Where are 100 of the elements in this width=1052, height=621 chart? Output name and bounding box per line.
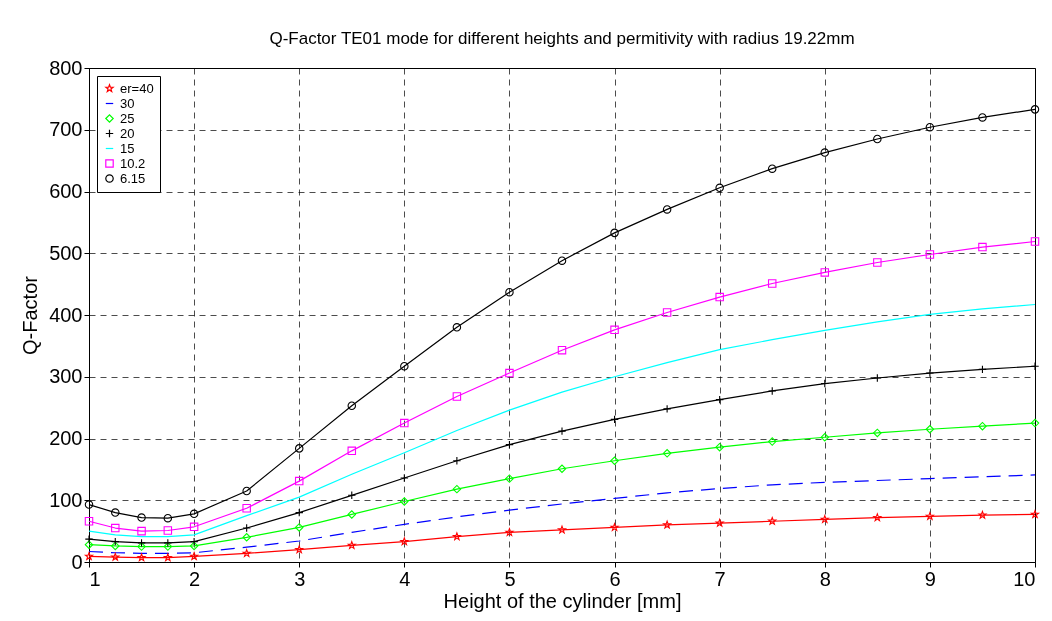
point (347, 541, 356, 549)
point (242, 549, 251, 557)
line-series (88, 303, 1036, 538)
point (767, 437, 777, 446)
point (557, 256, 567, 265)
point (662, 205, 672, 214)
point (111, 523, 120, 533)
point (84, 516, 94, 526)
x-axis-title: Height of the cylinder [mm] (443, 589, 682, 612)
y-axis-title: Q-Factor (19, 275, 42, 355)
legend-label: 10.2 (120, 155, 146, 171)
point (557, 525, 567, 534)
point (925, 424, 935, 434)
y-tick-label: 300 (49, 365, 83, 388)
point (978, 421, 987, 431)
point (163, 553, 172, 562)
point (978, 242, 987, 252)
point (190, 552, 199, 560)
point (1030, 105, 1040, 114)
x-tick-label: 5 (504, 567, 516, 590)
point (925, 123, 935, 132)
point (873, 513, 882, 522)
x-tick-label: 3 (294, 567, 306, 590)
y-tick-label: 400 (49, 303, 83, 326)
point (820, 268, 830, 277)
point (715, 183, 724, 193)
point (557, 464, 567, 474)
point (610, 325, 619, 335)
point (137, 542, 146, 551)
point (400, 497, 409, 506)
point (452, 392, 462, 401)
point (610, 523, 619, 531)
point (163, 542, 173, 551)
legend-label: er=40 (120, 80, 154, 96)
point (111, 552, 120, 561)
x-tick-label: 1 (89, 567, 101, 590)
legend-label: 15 (120, 140, 135, 156)
point (557, 345, 567, 355)
y-tick-label: 700 (49, 118, 83, 141)
point (820, 433, 830, 442)
point (715, 518, 724, 527)
point (294, 476, 304, 486)
point (294, 444, 304, 453)
point (1030, 510, 1040, 519)
point (715, 442, 724, 452)
y-tick-label: 500 (49, 241, 83, 264)
point (767, 279, 777, 288)
point (400, 418, 409, 428)
x-tick-label: 2 (189, 567, 201, 590)
x-tick-label: 6 (609, 567, 621, 590)
point (505, 287, 514, 297)
point (873, 134, 882, 144)
point (978, 510, 987, 519)
point (400, 362, 409, 371)
point (84, 500, 94, 509)
point (452, 323, 462, 332)
point (767, 164, 777, 173)
point (610, 228, 619, 238)
point (768, 516, 777, 525)
point (662, 308, 672, 317)
legend-label: 25 (120, 110, 135, 126)
point (347, 446, 357, 456)
chart-title: Q-Factor TE01 mode for different heights and permitivity with radius 19.22mm (269, 29, 855, 48)
point (610, 456, 619, 465)
legend-label: 6.15 (120, 170, 146, 186)
point (662, 449, 672, 458)
point (242, 486, 251, 496)
point (84, 540, 94, 549)
point (111, 508, 120, 517)
point (663, 520, 672, 529)
point (820, 148, 830, 157)
x-tick-label: 9 (924, 567, 936, 590)
point (505, 528, 514, 536)
point (242, 533, 251, 542)
point (163, 526, 173, 535)
y-tick-label: 0 (71, 550, 83, 573)
point (242, 504, 251, 513)
point (189, 541, 199, 551)
x-tick-label: 4 (399, 567, 411, 590)
legend-label: 30 (120, 95, 135, 111)
point (294, 523, 304, 532)
point (189, 522, 199, 532)
point (505, 474, 514, 483)
point (347, 401, 357, 411)
point (137, 513, 146, 522)
y-tick-label: 800 (49, 56, 83, 79)
point (715, 292, 724, 302)
point (978, 113, 987, 122)
point (189, 509, 199, 519)
point (111, 541, 120, 551)
x-tick-label: 10 (1013, 567, 1036, 590)
point (873, 258, 882, 267)
point (925, 512, 934, 520)
point (400, 537, 409, 546)
x-tick-label: 8 (819, 567, 831, 590)
x-tick-label: 7 (714, 567, 726, 590)
point (505, 368, 514, 378)
point (137, 538, 146, 548)
point (1030, 237, 1040, 246)
point (873, 428, 882, 438)
